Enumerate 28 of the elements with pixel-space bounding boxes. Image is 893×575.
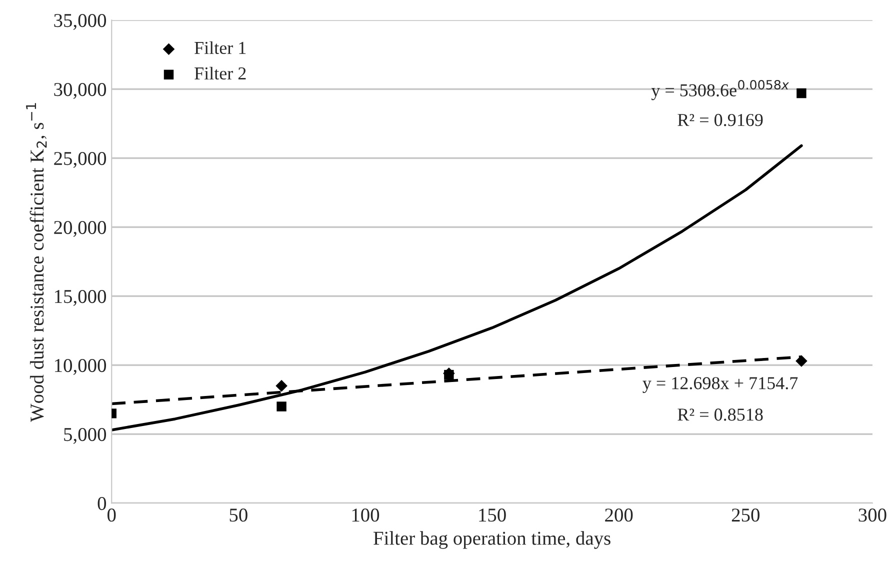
y-tick-label: 20,000 [54, 220, 106, 237]
point [276, 402, 286, 412]
annotation: y = 12.698x + 7154.7 [642, 377, 798, 393]
x-tick-label: 200 [605, 508, 633, 522]
x-tick-label: 0 [108, 508, 116, 522]
legend-label: Filter 2 [194, 66, 246, 80]
annotation: y = 5308.6e$^{0.0058x}$ [651, 80, 790, 100]
y-axis-title: Wood dust resistance coefficient K$_{2}$, s$^{−1}$ [26, 103, 47, 422]
y-tick-label: 5,000 [64, 428, 106, 444]
x-axis-title: Filter bag operation time, days [374, 531, 610, 549]
legend-label: Filter 1 [194, 41, 246, 54]
x-tick-label: 150 [479, 508, 506, 522]
point [796, 355, 808, 367]
y-tick-label: 30,000 [54, 82, 106, 99]
y-tick-label: 10,000 [55, 358, 106, 375]
x-tick-label: 250 [732, 508, 760, 522]
y-tick-label: 25,000 [54, 152, 106, 168]
x-tick-label: 50 [230, 508, 248, 522]
line-series [112, 144, 803, 432]
y-tick-label: 0 [98, 496, 106, 510]
annotation: R² = 0.9169 [678, 114, 763, 126]
point [796, 88, 806, 98]
x-tick-label: 300 [858, 508, 886, 522]
point [276, 380, 288, 392]
annotation: R² = 0.8518 [678, 408, 763, 421]
y-tick-label: 35,000 [54, 14, 106, 30]
y-tick-label: 15,000 [55, 290, 106, 306]
x-tick-label: 100 [352, 508, 380, 522]
